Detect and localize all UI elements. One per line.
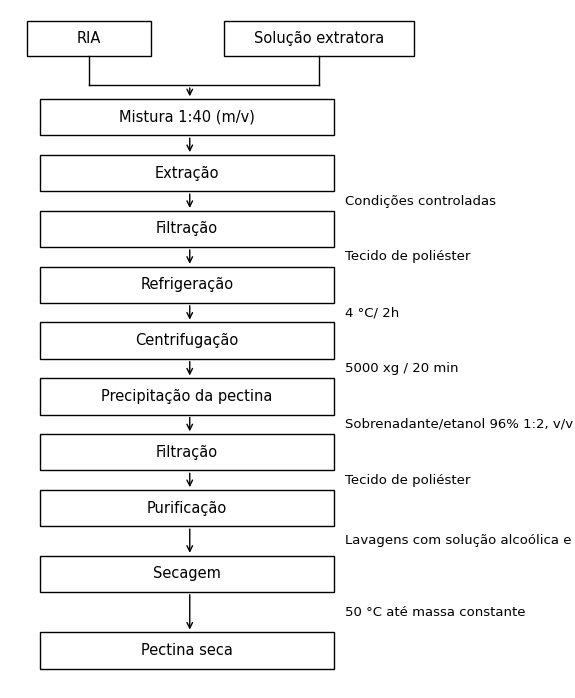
Bar [40, 322, 334, 359]
Text: Tecido de poliéster: Tecido de poliéster [345, 474, 470, 487]
Bar [40, 155, 334, 191]
Bar [40, 434, 334, 470]
Text: Secagem: Secagem [153, 566, 221, 581]
Bar [224, 21, 414, 56]
Bar [40, 632, 334, 669]
Bar [40, 267, 334, 303]
Text: Filtração: Filtração [156, 221, 218, 237]
Bar [40, 556, 334, 592]
Text: Sobrenadante/etanol 96% 1:2, v/v: Sobrenadante/etanol 96% 1:2, v/v [345, 418, 573, 431]
Text: Purificação: Purificação [147, 500, 227, 516]
Bar [40, 378, 334, 415]
Text: 50 °C até massa constante: 50 °C até massa constante [345, 606, 526, 618]
Bar [40, 211, 334, 247]
Text: Condições controladas: Condições controladas [345, 195, 496, 207]
Text: Filtração: Filtração [156, 445, 218, 460]
Text: 5000 xg / 20 min: 5000 xg / 20 min [345, 362, 458, 375]
Text: Lavagens com solução alcoólica e acetona: Lavagens com solução alcoólica e acetona [345, 535, 575, 547]
Bar [40, 490, 334, 526]
Text: Solução extratora: Solução extratora [254, 31, 384, 46]
Bar [40, 99, 334, 135]
Text: Centrifugação: Centrifugação [135, 333, 239, 348]
Text: Precipitação da pectina: Precipitação da pectina [101, 389, 273, 404]
Text: Tecido de poliéster: Tecido de poliéster [345, 251, 470, 263]
Text: Pectina seca: Pectina seca [141, 643, 233, 658]
Bar [28, 21, 151, 56]
Text: Mistura 1:40 (m/v): Mistura 1:40 (m/v) [119, 110, 255, 125]
Text: RIA: RIA [77, 31, 101, 46]
Text: Refrigeração: Refrigeração [140, 277, 233, 292]
Text: Extração: Extração [155, 165, 219, 181]
Text: 4 °C/ 2h: 4 °C/ 2h [345, 306, 399, 319]
